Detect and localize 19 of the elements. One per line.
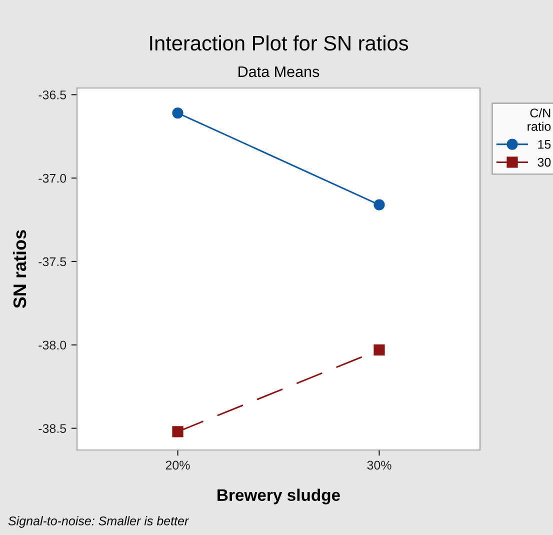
x-axis-title: Brewery sludge — [218, 488, 340, 504]
y-axis-title: SN ratios — [12, 230, 26, 308]
x-tick-label: 30% — [367, 460, 392, 470]
y-tick-label: -36.5 — [38, 90, 66, 100]
y-tick-label: -37.5 — [38, 257, 66, 266]
text: Signal-to-noise: Smaller is better — [8, 516, 190, 528]
legend-label: 15 — [538, 140, 551, 149]
y-tick-label: -38.5 — [38, 424, 66, 433]
legend-label: 30 — [538, 158, 551, 167]
y-tick-label: -37.0 — [38, 174, 66, 183]
point — [374, 344, 385, 356]
x-tick-label: 20% — [166, 460, 190, 470]
chart-subtitle: Data Means — [238, 66, 320, 78]
chart-title: Interaction Plot for SN ratios — [150, 35, 408, 51]
point — [172, 426, 184, 438]
point — [172, 107, 184, 119]
legend-title: C/N ratio — [528, 108, 551, 131]
y-tick-label: -38.0 — [38, 340, 66, 350]
point — [374, 199, 385, 210]
